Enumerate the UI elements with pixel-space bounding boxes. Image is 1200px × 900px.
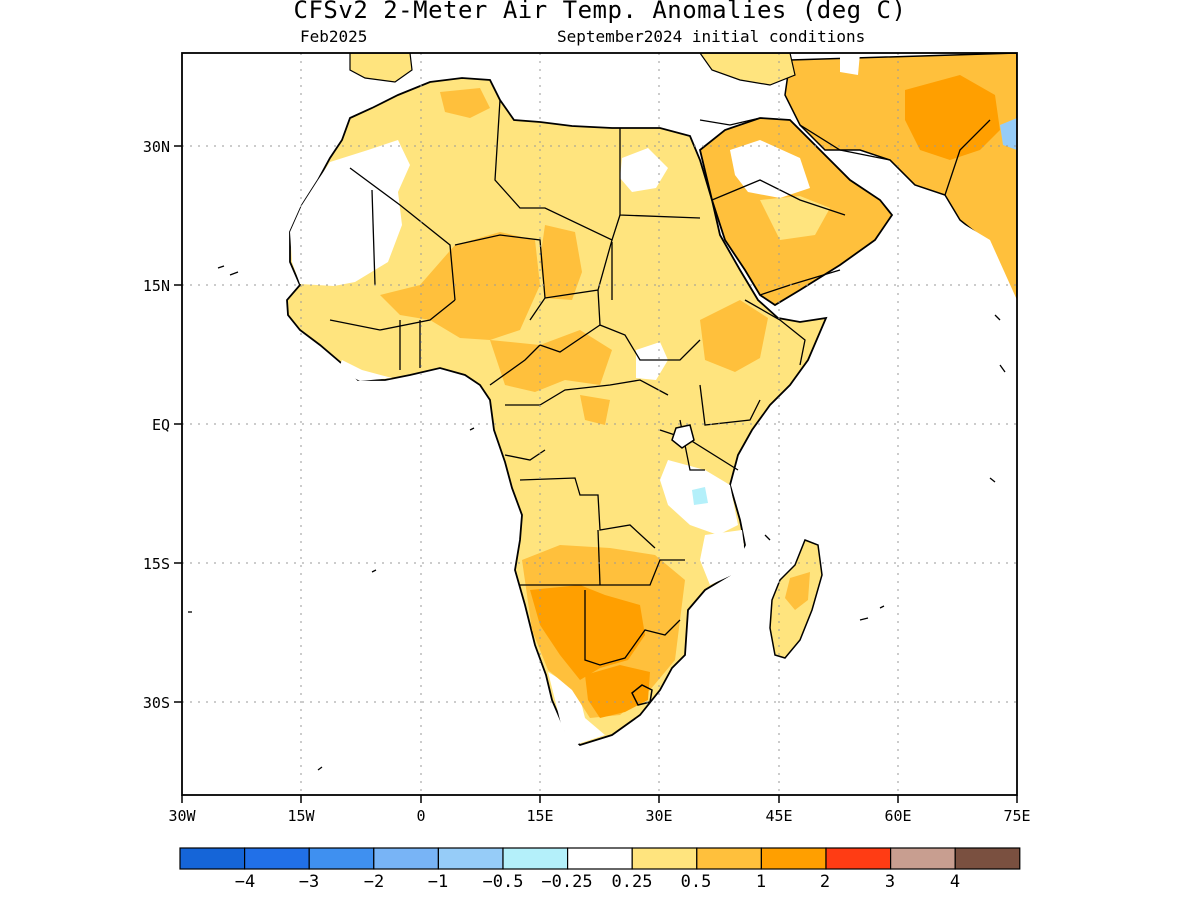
small-islands [188,265,1006,771]
turkey-patch [699,53,796,86]
anomaly-above2-south-africa [585,665,650,718]
x-tick-label: 0 [416,807,425,825]
tick-marks [174,145,1018,803]
gridlines [182,53,1017,795]
africa-white-central [636,342,668,380]
colorbar-box [631,847,698,870]
colorbar-labels: −4 −3 −2 −1 −0.5 −0.25 0.25 0.5 1 2 3 4 [235,872,960,892]
colorbar-label: 1 [756,872,766,892]
colorbar-label: −2 [364,872,384,892]
colorbar-box [308,847,375,870]
anomaly-1to2-central [490,330,612,392]
colorbar-label: −1 [428,872,448,892]
anomaly-1to2-congo [580,395,610,425]
africa-landmass [286,77,828,747]
x-tick-label: 75E [1003,807,1030,825]
x-tick-label: 15W [287,807,315,825]
southern-europe-patch [349,53,413,83]
caspian-white [840,53,860,75]
colorbar-box [760,847,827,870]
x-tick-label: 30E [645,807,672,825]
africa-white-libya [620,148,668,192]
colorbar-box [373,847,439,870]
colorbar-boxes [179,847,1021,870]
colorbar-label: −0.25 [541,872,592,892]
colorbar-label: 0.25 [612,872,653,892]
map-plot-area [188,53,1017,771]
y-tick-label: 15N [143,277,170,295]
colorbar-box [244,847,310,870]
africa-white-northwest [290,140,410,286]
colorbar-box [502,847,569,870]
colorbar-label: 0.5 [681,872,712,892]
anomaly-1to2-sudan [540,225,582,300]
colorbar-box [954,847,1021,870]
anomaly-1to2-ethiopia [700,300,768,372]
arabian-sea-white [850,210,1017,560]
africa-white-westcoast [338,360,392,381]
valid-month-label: Feb2025 [300,27,368,46]
colorbar-label: 4 [950,872,960,892]
colorbar-label: −0.5 [483,872,524,892]
x-tick-label: 60E [884,807,911,825]
colorbar-box [437,847,504,870]
colorbar-label: 2 [820,872,830,892]
arabia-warm-interior [760,196,830,240]
colorbar-box [179,847,246,870]
x-tick-label: 15E [526,807,553,825]
x-tick-label: 30W [168,807,196,825]
colorbar: −4 −3 −2 −1 −0.5 −0.25 0.25 0.5 1 2 3 4 [179,847,1021,892]
colorbar-box [566,847,633,870]
anomaly-negative-himalaya [1000,118,1017,150]
madagascar-warm-patch [785,572,810,610]
y-tick-label: EQ [152,416,170,434]
y-tick-labels: 30N 15N EQ 15S 30S [143,138,170,712]
x-tick-label: 45E [765,807,792,825]
y-tick-label: 15S [143,555,170,573]
y-tick-label: 30S [143,694,170,712]
anomaly-above2-namibia [530,585,645,680]
anomaly-negative-tanzania [692,487,708,505]
map-title: CFSv2 2-Meter Air Temp. Anomalies (deg C… [293,0,907,24]
colorbar-box [696,847,762,870]
africa-white-mozambique [700,530,745,585]
central-asia-above2 [905,75,1000,160]
x-tick-labels: 30W 15W 0 15E 30E 45E 60E 75E [168,807,1030,825]
anomaly-1to2-west-africa [380,232,540,340]
colorbar-label: −4 [235,872,255,892]
colorbar-box [889,847,956,870]
lesotho-outline [631,684,653,706]
colorbar-label: −3 [299,872,319,892]
anomaly-1to2-north [440,88,490,118]
africa-white-southwest [548,672,605,745]
init-conditions-label: September2024 initial conditions [557,27,866,46]
colorbar-label: 3 [885,872,895,892]
y-tick-label: 30N [143,138,170,156]
colorbar-box [825,847,892,870]
lake-victoria [671,424,695,449]
